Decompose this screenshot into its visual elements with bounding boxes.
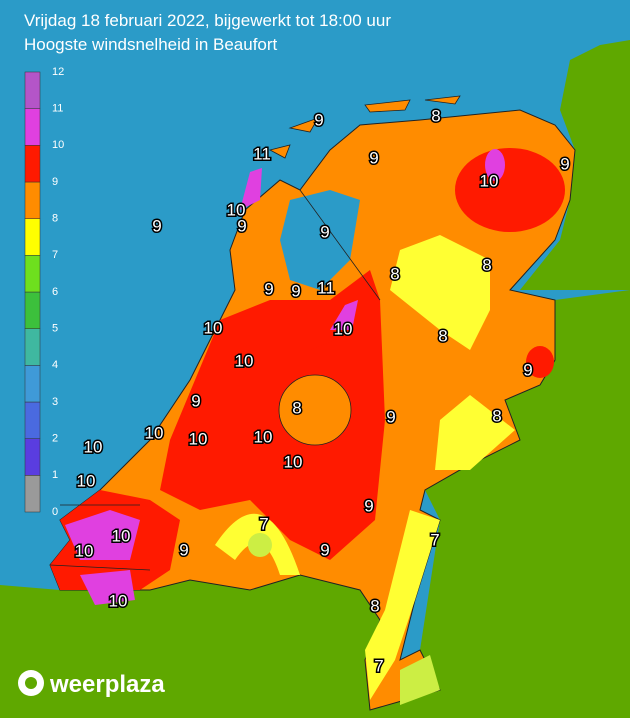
legend-swatch bbox=[24, 181, 41, 219]
legend-swatch bbox=[24, 108, 41, 146]
zone-magenta bbox=[65, 510, 140, 605]
wind-label: 8 bbox=[438, 326, 447, 345]
legend-swatch bbox=[24, 291, 41, 329]
wind-label: 9 bbox=[291, 281, 300, 300]
wind-label: 8 bbox=[431, 106, 440, 125]
wind-label: 10 bbox=[112, 526, 131, 545]
land bbox=[0, 40, 630, 718]
wind-label: 11 bbox=[317, 278, 335, 297]
wind-label: 10 bbox=[235, 351, 254, 370]
wind-label: 7 bbox=[374, 656, 383, 675]
wind-label: 10 bbox=[75, 541, 94, 560]
zone-magenta bbox=[485, 149, 505, 181]
legend-swatch bbox=[24, 71, 41, 109]
zone-yellow bbox=[215, 513, 300, 575]
wind-label: 9 bbox=[523, 360, 532, 379]
wind-label: 9 bbox=[191, 391, 200, 410]
title: Vrijdag 18 februari 2022, bijgewerkt tot… bbox=[24, 11, 391, 30]
legend-swatch bbox=[24, 475, 41, 513]
zone-yellow bbox=[390, 235, 490, 350]
legend-label: 10 bbox=[52, 139, 64, 151]
wind-label: 9 bbox=[237, 216, 246, 235]
legend-swatch bbox=[24, 145, 41, 183]
legend-label: 11 bbox=[52, 103, 63, 115]
zone-lightgreen bbox=[248, 533, 272, 557]
wind-label: 9 bbox=[314, 110, 323, 129]
subtitle: Hoogste windsnelheid in Beaufort bbox=[24, 35, 278, 54]
legend-label: 7 bbox=[52, 249, 58, 261]
wind-label: 9 bbox=[560, 154, 569, 173]
logo: weerplaza bbox=[49, 671, 165, 698]
wind-label: 10 bbox=[334, 319, 353, 338]
wind-label: 8 bbox=[390, 264, 399, 283]
legend-label: 2 bbox=[52, 433, 58, 445]
zone-red bbox=[455, 148, 565, 232]
zone-red bbox=[526, 346, 554, 378]
wind-label: 10 bbox=[204, 318, 223, 337]
legend-swatch bbox=[24, 438, 41, 476]
wind-label: 8 bbox=[492, 406, 501, 425]
wind-label: 9 bbox=[179, 540, 188, 559]
wind-label: 7 bbox=[259, 514, 268, 533]
zone-lightgreen bbox=[400, 655, 440, 705]
legend-swatch bbox=[24, 255, 41, 293]
legend-label: 9 bbox=[52, 176, 58, 188]
wind-label: 10 bbox=[254, 427, 273, 446]
wind-label: 9 bbox=[320, 222, 329, 241]
legend-swatch bbox=[24, 218, 41, 256]
wind-label: 10 bbox=[480, 171, 499, 190]
wind-label: 10 bbox=[109, 591, 128, 610]
legend-label: 0 bbox=[52, 506, 58, 518]
legend-label: 6 bbox=[52, 286, 58, 298]
island bbox=[268, 95, 461, 159]
wind-label: 8 bbox=[370, 596, 379, 615]
wind-label: 10 bbox=[84, 437, 103, 456]
wind-label: 10 bbox=[145, 423, 164, 442]
wind-label: 10 bbox=[284, 452, 303, 471]
border bbox=[49, 189, 381, 571]
wind-label: 9 bbox=[264, 279, 273, 298]
wind-label: 9 bbox=[364, 496, 373, 515]
lake bbox=[280, 190, 360, 290]
legend-swatch bbox=[24, 328, 41, 366]
zone-magenta bbox=[240, 168, 262, 210]
wind-label: 11 bbox=[253, 144, 271, 163]
wind-label: 8 bbox=[292, 398, 301, 417]
zone-yellow bbox=[365, 510, 440, 700]
logo-icon bbox=[25, 677, 37, 689]
wind-label: 10 bbox=[227, 200, 246, 219]
legend-label: 4 bbox=[52, 359, 58, 371]
wind-label: 9 bbox=[152, 216, 161, 235]
legend-label: 8 bbox=[52, 213, 58, 225]
wind-label: 7 bbox=[430, 530, 439, 549]
zone-magenta bbox=[330, 300, 358, 330]
wind-label: 9 bbox=[369, 148, 378, 167]
zone-orange bbox=[278, 374, 352, 446]
wind-label: 10 bbox=[189, 429, 208, 448]
legend-label: 12 bbox=[52, 66, 64, 78]
wind-label: 9 bbox=[320, 540, 329, 559]
legend-label: 3 bbox=[52, 396, 58, 408]
legend-label: 1 bbox=[52, 469, 58, 481]
legend-swatch bbox=[24, 401, 41, 439]
wind-label: 10 bbox=[77, 471, 96, 490]
legend-label: 5 bbox=[52, 323, 58, 335]
legend-swatch bbox=[24, 365, 41, 403]
wind-label: 9 bbox=[386, 407, 395, 426]
wind-label: 8 bbox=[482, 255, 491, 274]
zone-yellow bbox=[435, 395, 515, 470]
